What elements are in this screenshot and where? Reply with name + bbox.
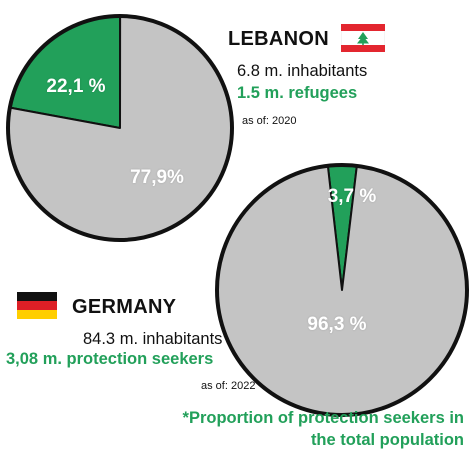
country-name-lebanon: LEBANON	[228, 28, 329, 50]
lebanon-as-of: as of: 2020	[242, 115, 297, 127]
footnote: *Proportion of protection seekers in the…	[182, 409, 464, 449]
lebanon-flag-icon	[341, 24, 385, 52]
germany-protection-seekers: 3,08 m. protection seekers	[6, 350, 214, 368]
germany-inhabitants: 84.3 m. inhabitants	[83, 330, 223, 348]
pie-chart-lebanon	[6, 14, 234, 242]
lebanon-pie-outline	[6, 14, 234, 242]
germany-as-of: as of: 2022	[201, 380, 256, 392]
pie-chart-germany	[215, 163, 469, 417]
pie-label-lebanon-refugees: 22,1 %	[46, 76, 106, 97]
country-name-germany: GERMANY	[72, 296, 177, 318]
germany-pie-outline	[215, 163, 469, 417]
pie-label-lebanon-population: 77,9%	[130, 167, 184, 188]
germany-flag-icon	[17, 292, 57, 319]
lebanon-inhabitants: 6.8 m. inhabitants	[237, 62, 368, 80]
pie-label-germany-population: 96,3 %	[307, 314, 367, 335]
pie-label-germany-seekers: 3,7 %	[327, 186, 377, 207]
lebanon-refugees: 1.5 m. refugees	[237, 84, 358, 102]
